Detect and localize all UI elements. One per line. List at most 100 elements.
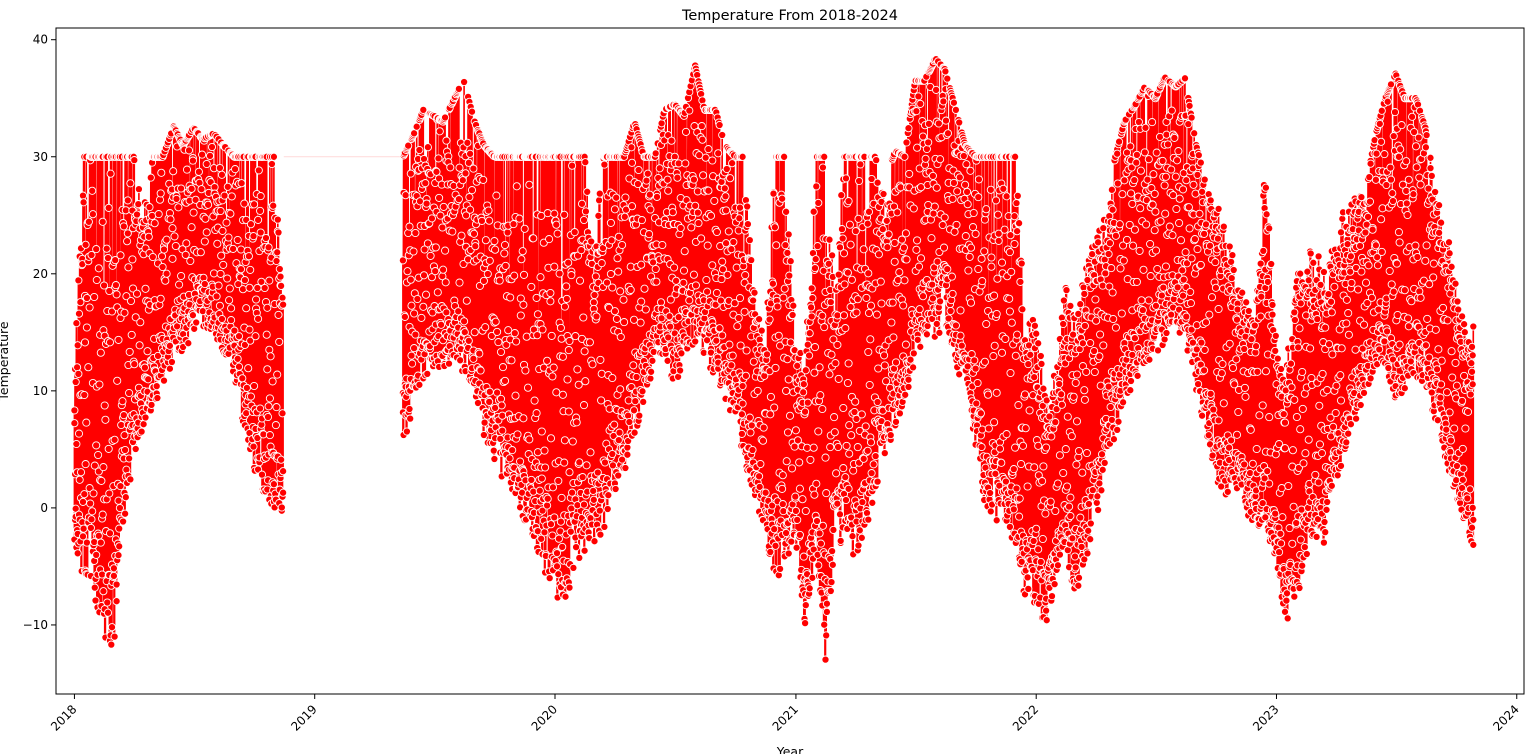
data-point <box>924 138 933 147</box>
data-point <box>1217 369 1226 378</box>
data-point <box>1126 142 1135 151</box>
data-point <box>880 361 889 370</box>
data-point <box>522 332 531 341</box>
data-point <box>570 228 579 237</box>
data-point <box>81 460 90 469</box>
data-point <box>547 331 556 340</box>
data-point <box>1225 339 1234 348</box>
data-point <box>412 122 421 131</box>
data-point <box>177 184 186 193</box>
data-point <box>575 276 585 285</box>
data-point <box>571 332 580 341</box>
data-point <box>961 232 970 241</box>
data-point <box>1113 425 1122 434</box>
data-point <box>815 529 824 538</box>
data-point <box>844 484 853 493</box>
data-point <box>504 326 513 335</box>
data-point <box>1015 512 1024 521</box>
data-point <box>441 246 450 255</box>
data-point <box>1095 352 1104 361</box>
data-point <box>1271 450 1280 459</box>
data-point <box>1104 249 1113 259</box>
data-point <box>1091 295 1100 304</box>
data-point <box>1030 463 1039 472</box>
data-point <box>73 549 82 558</box>
data-point <box>631 397 640 406</box>
data-point <box>448 227 457 236</box>
data-point <box>962 160 971 169</box>
data-point <box>782 386 791 395</box>
data-point <box>410 344 419 353</box>
data-point <box>1137 296 1146 305</box>
data-point <box>590 290 599 300</box>
data-point <box>864 515 873 524</box>
data-point <box>1200 366 1209 375</box>
data-point <box>844 197 853 206</box>
data-point <box>612 193 621 202</box>
data-point <box>265 394 274 403</box>
data-point <box>1161 172 1170 181</box>
data-point <box>1083 549 1092 558</box>
data-point <box>784 549 793 558</box>
data-point <box>782 207 791 216</box>
data-point <box>803 340 812 349</box>
data-point <box>433 288 442 297</box>
data-point <box>770 403 779 412</box>
data-point <box>78 532 88 541</box>
data-point <box>1265 413 1274 422</box>
data-point <box>273 248 282 257</box>
data-point <box>978 425 987 434</box>
data-point <box>404 228 413 238</box>
data-point <box>1094 505 1103 515</box>
data-point <box>854 214 863 223</box>
data-point <box>1246 468 1255 478</box>
data-point <box>1078 339 1087 348</box>
data-point <box>876 277 885 286</box>
data-point <box>780 284 789 293</box>
data-point <box>668 208 677 217</box>
data-point <box>1227 257 1236 266</box>
data-point <box>663 175 672 184</box>
data-point <box>75 475 84 484</box>
data-point <box>703 287 712 296</box>
data-point <box>664 186 673 195</box>
data-point <box>1120 176 1129 185</box>
data-point <box>422 199 431 208</box>
data-point <box>749 296 758 305</box>
data-point <box>909 349 918 358</box>
data-point <box>805 584 814 593</box>
data-point <box>1039 462 1048 471</box>
data-point <box>783 355 792 364</box>
data-point <box>563 375 572 384</box>
data-point <box>859 245 868 254</box>
data-point <box>1149 170 1158 179</box>
data-point <box>408 359 417 368</box>
data-point <box>153 351 163 360</box>
data-point <box>1042 616 1051 625</box>
data-point <box>513 430 522 439</box>
data-point <box>130 360 139 369</box>
data-point <box>114 335 123 344</box>
data-point <box>1071 378 1080 387</box>
data-point <box>264 243 273 252</box>
data-point <box>899 301 908 310</box>
data-point <box>1193 245 1202 254</box>
data-point <box>154 210 163 219</box>
data-point <box>457 231 466 240</box>
data-point <box>273 215 282 224</box>
data-point <box>1233 305 1242 314</box>
data-point <box>1144 296 1153 305</box>
data-point <box>533 310 542 319</box>
data-point <box>1186 287 1195 297</box>
data-point <box>181 250 190 259</box>
data-point <box>1179 275 1188 284</box>
data-point <box>568 161 577 170</box>
data-point <box>708 261 717 270</box>
data-point <box>82 538 91 547</box>
data-point <box>1248 459 1257 468</box>
data-point <box>1284 481 1293 491</box>
data-point <box>481 323 490 332</box>
data-point <box>930 202 939 211</box>
data-point <box>693 187 702 196</box>
data-point <box>1015 494 1024 503</box>
